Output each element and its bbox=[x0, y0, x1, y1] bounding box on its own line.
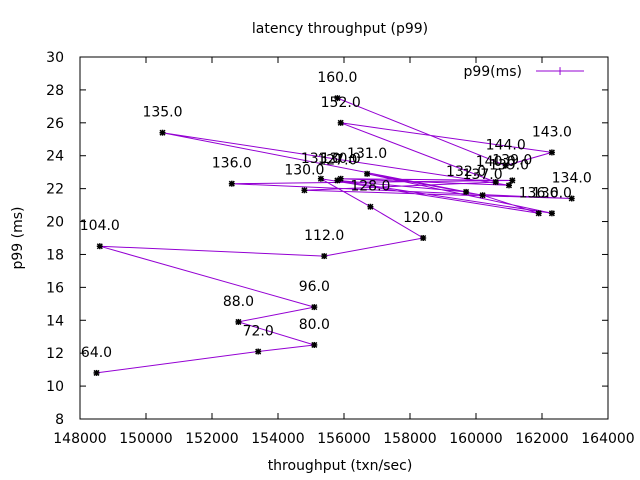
data-point bbox=[321, 253, 328, 260]
y-tick-label: 26 bbox=[46, 116, 64, 132]
y-tick-label: 20 bbox=[46, 215, 64, 231]
data-point bbox=[364, 170, 371, 177]
data-point bbox=[509, 177, 516, 184]
data-label: 80.0 bbox=[299, 317, 330, 333]
data-point bbox=[235, 318, 242, 325]
y-axis: 8 10 12 14 16 18 20 22 24 26 28 30 bbox=[46, 50, 608, 428]
data-label: 136.0 bbox=[519, 185, 559, 201]
data-point bbox=[548, 210, 555, 217]
data-label: 104.0 bbox=[80, 218, 120, 234]
data-label: 134.0 bbox=[552, 171, 592, 187]
data-label: 140.0 bbox=[476, 154, 516, 170]
data-point bbox=[535, 210, 542, 217]
y-tick-label: 8 bbox=[55, 412, 64, 428]
x-tick-label: 152000 bbox=[185, 431, 238, 447]
data-point bbox=[548, 149, 555, 156]
y-axis-title: p99 (ms) bbox=[10, 206, 26, 269]
x-tick-label: 162000 bbox=[515, 431, 568, 447]
data-point bbox=[479, 192, 486, 199]
data-point bbox=[93, 369, 100, 376]
y-tick-label: 30 bbox=[46, 50, 64, 66]
data-point bbox=[317, 175, 324, 182]
data-label: 112.0 bbox=[304, 228, 344, 244]
data-label: 152.0 bbox=[321, 95, 361, 111]
y-tick-label: 28 bbox=[46, 83, 64, 99]
data-point bbox=[228, 180, 235, 187]
data-label: 88.0 bbox=[223, 294, 254, 310]
data-point bbox=[505, 182, 513, 189]
data-point bbox=[301, 187, 308, 194]
legend-label: p99(ms) bbox=[463, 64, 522, 80]
data-point bbox=[337, 175, 344, 182]
data-label: 120.0 bbox=[403, 210, 443, 226]
y-tick-label: 16 bbox=[46, 280, 64, 296]
chart-title: latency throughput (p99) bbox=[252, 21, 428, 37]
data-label: 137.0 bbox=[463, 167, 503, 183]
data-label: 136.0 bbox=[212, 156, 252, 172]
x-tick-label: 164000 bbox=[581, 431, 634, 447]
y-tick-label: 14 bbox=[46, 313, 64, 329]
data-label: 72.0 bbox=[243, 324, 274, 340]
data-label: 144.0 bbox=[486, 138, 526, 154]
data-label: 135.0 bbox=[142, 105, 182, 121]
point-labels: 64.0 72.0 80.0 88.0 96.0 104.0 112.0 120.0 128.0… bbox=[80, 70, 592, 361]
data-point bbox=[311, 304, 318, 311]
series-line bbox=[96, 97, 572, 374]
data-point bbox=[96, 243, 103, 250]
legend: p99(ms) + bbox=[463, 64, 584, 80]
data-label: 64.0 bbox=[81, 345, 112, 361]
data-label: 130.0 bbox=[284, 162, 324, 178]
data-point bbox=[334, 95, 341, 102]
x-tick-label: 158000 bbox=[383, 431, 436, 447]
data-label: 139.0 bbox=[492, 152, 532, 168]
series-p99 bbox=[93, 95, 575, 376]
data-point bbox=[420, 234, 427, 242]
x-tick-label: 148000 bbox=[53, 431, 106, 447]
data-point bbox=[159, 129, 166, 136]
data-label: 128.0 bbox=[350, 179, 390, 195]
data-point bbox=[568, 195, 575, 202]
x-tick-label: 154000 bbox=[251, 431, 304, 447]
y-tick-label: 10 bbox=[46, 379, 64, 395]
data-label: 130.0 bbox=[321, 151, 361, 167]
data-label: 132.0 bbox=[446, 164, 486, 180]
data-point bbox=[492, 179, 499, 186]
data-label: 127.0 bbox=[317, 152, 357, 168]
x-tick-label: 150000 bbox=[119, 431, 172, 447]
data-point bbox=[367, 203, 374, 210]
data-point bbox=[463, 188, 470, 195]
data-label: 160.0 bbox=[317, 70, 357, 86]
data-point bbox=[337, 119, 344, 126]
data-label: 131.0 bbox=[347, 146, 387, 162]
x-axis-title: throughput (txn/sec) bbox=[268, 458, 413, 474]
y-tick-label: 18 bbox=[46, 247, 64, 263]
y-tick-label: 12 bbox=[46, 346, 64, 362]
data-point bbox=[502, 162, 509, 169]
data-point bbox=[255, 348, 262, 355]
y-tick-label: 24 bbox=[46, 149, 64, 165]
data-label: 133.0 bbox=[301, 151, 341, 167]
x-tick-label: 156000 bbox=[317, 431, 370, 447]
data-point bbox=[311, 341, 318, 348]
data-label: 136.0 bbox=[532, 185, 572, 201]
data-label: 143.0 bbox=[532, 124, 572, 140]
legend-marker: + bbox=[555, 64, 565, 78]
data-label: 139.0 bbox=[489, 157, 529, 173]
x-axis: 148000 150000 152000 154000 156000 158000 1600… bbox=[53, 57, 635, 447]
data-label: 96.0 bbox=[299, 279, 330, 295]
y-tick-label: 22 bbox=[46, 182, 64, 198]
x-tick-label: 160000 bbox=[449, 431, 502, 447]
